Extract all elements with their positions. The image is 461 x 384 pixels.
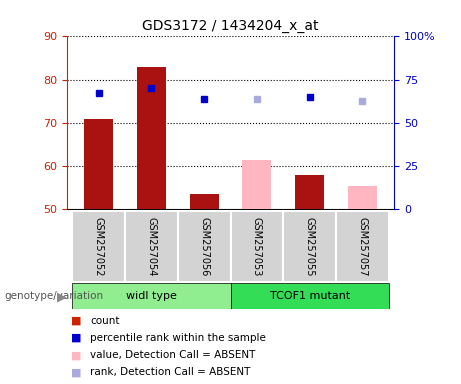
Text: ■: ■ xyxy=(71,333,82,343)
Bar xyxy=(137,67,166,209)
Bar xyxy=(295,175,324,209)
Bar xyxy=(72,283,230,309)
Bar xyxy=(177,211,230,282)
Bar xyxy=(84,119,113,209)
Text: count: count xyxy=(90,316,119,326)
Text: GDS3172 / 1434204_x_at: GDS3172 / 1434204_x_at xyxy=(142,19,319,33)
Bar xyxy=(336,211,389,282)
Text: ■: ■ xyxy=(71,367,82,377)
Text: GSM257057: GSM257057 xyxy=(357,217,367,276)
Text: ■: ■ xyxy=(71,350,82,360)
Text: GSM257056: GSM257056 xyxy=(199,217,209,276)
Text: GSM257055: GSM257055 xyxy=(305,217,315,276)
Text: ▶: ▶ xyxy=(58,290,67,303)
Bar xyxy=(230,283,389,309)
Bar xyxy=(348,185,377,209)
Bar xyxy=(230,211,284,282)
Bar xyxy=(284,211,336,282)
Text: percentile rank within the sample: percentile rank within the sample xyxy=(90,333,266,343)
Text: GSM257054: GSM257054 xyxy=(146,217,156,276)
Text: GSM257052: GSM257052 xyxy=(94,217,104,276)
Bar xyxy=(189,194,219,209)
Text: TCOF1 mutant: TCOF1 mutant xyxy=(270,291,350,301)
Text: ■: ■ xyxy=(71,316,82,326)
Text: genotype/variation: genotype/variation xyxy=(5,291,104,301)
Bar xyxy=(125,211,177,282)
Text: value, Detection Call = ABSENT: value, Detection Call = ABSENT xyxy=(90,350,255,360)
Text: rank, Detection Call = ABSENT: rank, Detection Call = ABSENT xyxy=(90,367,250,377)
Bar xyxy=(242,160,272,209)
Text: widl type: widl type xyxy=(126,291,177,301)
Bar xyxy=(72,211,125,282)
Text: GSM257053: GSM257053 xyxy=(252,217,262,276)
